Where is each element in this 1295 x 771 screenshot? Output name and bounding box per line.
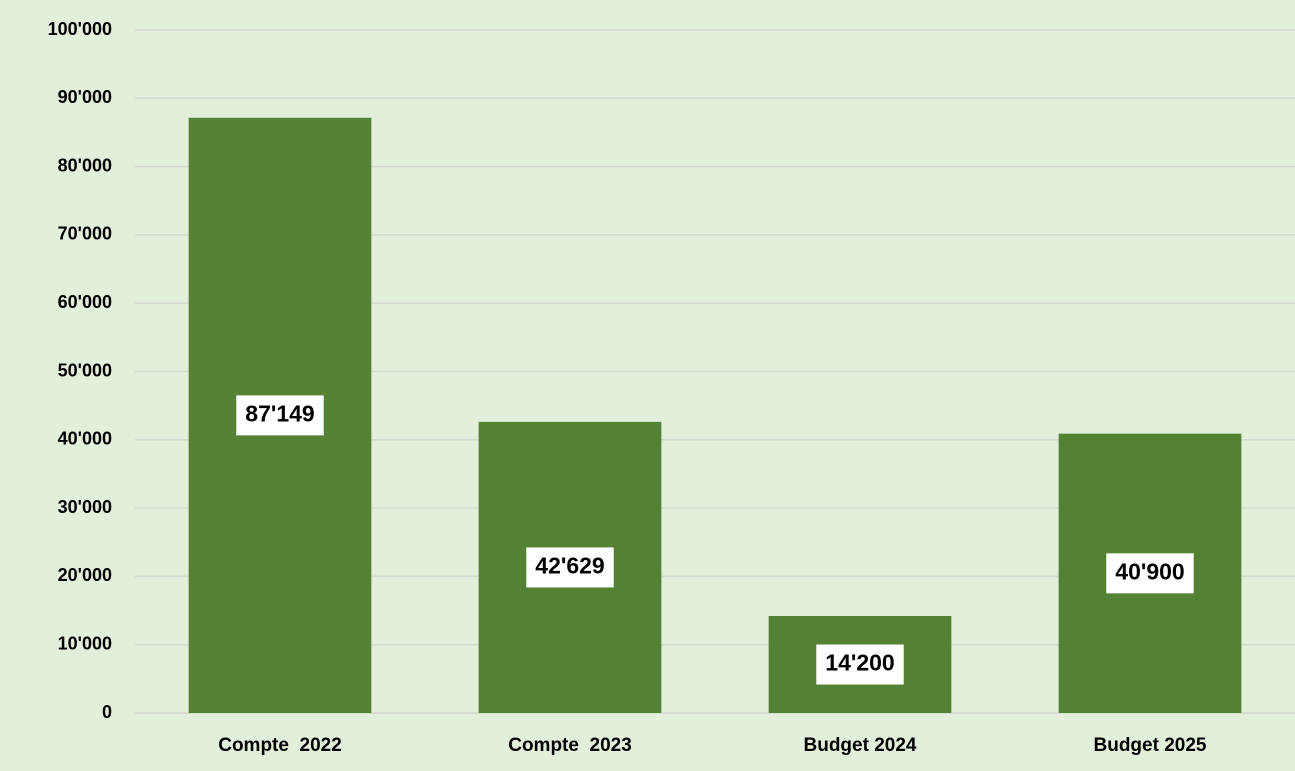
y-tick-label: 90'000 [58, 87, 112, 107]
x-tick-label: Budget 2024 [804, 735, 917, 756]
x-tick-label: Compte 2023 [508, 735, 632, 756]
y-tick-label: 100'000 [48, 19, 112, 39]
y-tick-label: 60'000 [58, 292, 112, 312]
y-tick-label: 30'000 [58, 497, 112, 517]
y-tick-label: 0 [102, 702, 112, 722]
y-tick-label: 20'000 [58, 565, 112, 585]
data-label-box [1106, 553, 1194, 594]
data-label: 14'200 [825, 650, 894, 676]
data-label-box [236, 395, 324, 436]
data-label: 42'629 [535, 553, 604, 579]
y-tick-label: 50'000 [58, 360, 112, 380]
y-tick-label: 40'000 [58, 429, 112, 449]
data-label: 40'900 [1115, 558, 1184, 584]
data-label-box [526, 547, 614, 588]
x-tick-label: Budget 2025 [1094, 735, 1207, 756]
data-label-box [816, 644, 904, 685]
y-tick-label: 10'000 [58, 633, 112, 653]
x-tick-label: Compte 2022 [218, 735, 342, 756]
y-tick-label: 70'000 [58, 224, 112, 244]
data-label: 87'149 [245, 400, 314, 426]
y-tick-label: 80'000 [58, 155, 112, 175]
